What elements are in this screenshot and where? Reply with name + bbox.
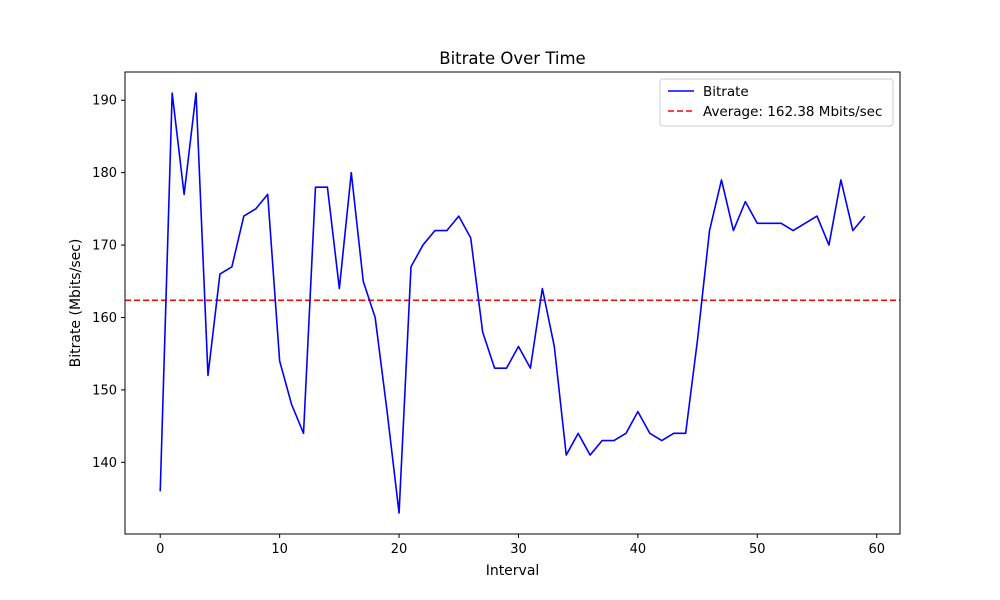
legend-label: Bitrate [703, 84, 749, 100]
x-tick-label: 0 [156, 542, 164, 557]
x-tick-label: 30 [510, 542, 527, 557]
x-tick-label: 50 [749, 542, 766, 557]
y-axis-label: Bitrate (Mbits/sec) [68, 239, 84, 368]
legend: Bitrate Average: 162.38 Mbits/sec [659, 78, 894, 127]
series-line-bitrate [159, 92, 866, 514]
y-tick-label: 180 [92, 166, 117, 181]
plot-area: 0 10 20 30 40 50 60 140 150 160 170 180 190 [92, 71, 901, 557]
x-tick-label: 20 [391, 542, 408, 557]
y-tick-label: 190 [92, 94, 117, 109]
x-tick-label: 40 [630, 542, 647, 557]
y-tick-label: 160 [92, 311, 117, 326]
x-axis-label: Interval [486, 563, 540, 579]
y-tick-label: 170 [92, 239, 117, 254]
x-tick-label: 60 [868, 542, 885, 557]
legend-label: Average: 162.38 Mbits/sec [703, 104, 882, 120]
axes-frame [124, 71, 901, 535]
chart-title: Bitrate Over Time [439, 49, 585, 68]
y-tick-label: 150 [92, 383, 117, 398]
legend-box [659, 78, 894, 127]
x-tick-label: 10 [271, 542, 288, 557]
y-tick-label: 140 [92, 456, 117, 471]
